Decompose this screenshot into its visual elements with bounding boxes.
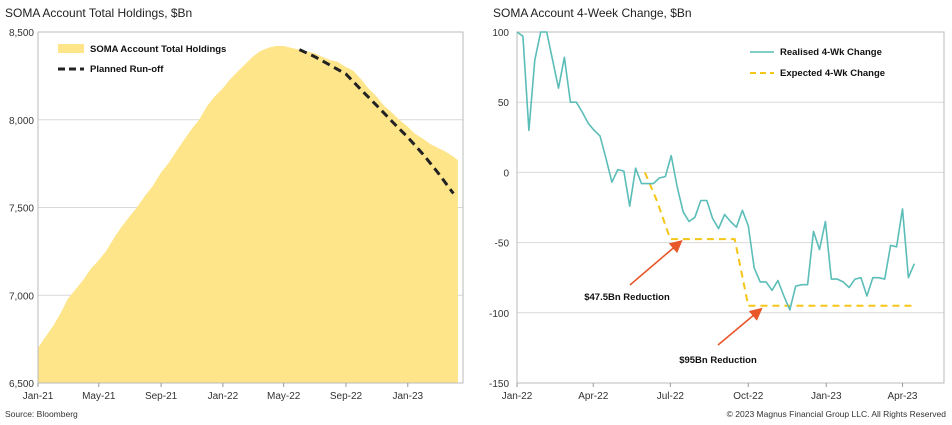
- left-plot-frame: [37, 31, 464, 384]
- right-y-tick-label: -100: [489, 309, 509, 320]
- right-x-tick-label: Jul-22: [657, 391, 685, 402]
- left-x-tick-label: Sep-22: [330, 391, 363, 402]
- legend-swatch-holdings: [58, 44, 84, 53]
- legend-label-expected: Expected 4-Wk Change: [780, 68, 885, 79]
- right-chart-title: SOMA Account 4-Week Change, $Bn: [493, 6, 692, 20]
- left-y-tick-label: 8,500: [9, 28, 34, 39]
- left-y-tick-label: 8,000: [9, 116, 34, 127]
- right-y-tick-label: 100: [492, 28, 509, 39]
- source-note: Source: Bloomberg: [5, 409, 78, 419]
- right-x-tick-label: Apr-23: [887, 391, 917, 402]
- left-x-tick-label: Jan-22: [208, 391, 239, 402]
- right-y-tick-label: -50: [495, 239, 510, 250]
- left-y-tick-label: 7,000: [9, 291, 34, 302]
- left-x-tick-label: May-22: [267, 391, 301, 402]
- legend-label-runoff: Planned Run-off: [90, 64, 164, 75]
- annotation-label-95: $95Bn Reduction: [679, 355, 757, 366]
- left-chart: 6,500 7,000 7,500 8,000 8,500 Jan-21 May-21 Sep…: [9, 28, 464, 402]
- right-x-tick-label: Jan-22: [502, 391, 533, 402]
- left-y-tick-label: 6,500: [9, 379, 34, 390]
- right-y-tick-label: -150: [489, 379, 509, 390]
- right-plot-frame: [516, 31, 945, 384]
- left-x-tick-label: Jan-23: [392, 391, 423, 402]
- left-x-tick-label: Jan-21: [23, 391, 54, 402]
- planned-runoff-line: [298, 48, 455, 195]
- annotation-arrow-47: [629, 240, 683, 286]
- expected-change-line: [643, 172, 915, 307]
- left-chart-title: SOMA Account Total Holdings, $Bn: [5, 6, 193, 20]
- left-x-tick-label: May-21: [82, 391, 116, 402]
- right-x-tick-label: Apr-22: [578, 391, 608, 402]
- right-y-tick-label: 50: [498, 98, 510, 109]
- copyright-note: © 2023 Magnus Financial Group LLC. All R…: [726, 409, 946, 419]
- right-y-tick-label: 0: [503, 168, 509, 179]
- annotation-arrow-95: [717, 307, 763, 346]
- annotation-label-47: $47.5Bn Reduction: [584, 292, 670, 303]
- left-x-tick-label: Sep-21: [145, 391, 178, 402]
- holdings-area: [38, 46, 458, 383]
- right-x-tick-label: Oct-22: [733, 391, 763, 402]
- left-y-tick-label: 7,500: [9, 204, 34, 215]
- right-x-tick-label: Jan-23: [811, 391, 842, 402]
- legend-label-holdings: SOMA Account Total Holdings: [90, 44, 226, 55]
- legend-label-realised: Realised 4-Wk Change: [780, 47, 882, 58]
- realised-change-line: [516, 31, 916, 311]
